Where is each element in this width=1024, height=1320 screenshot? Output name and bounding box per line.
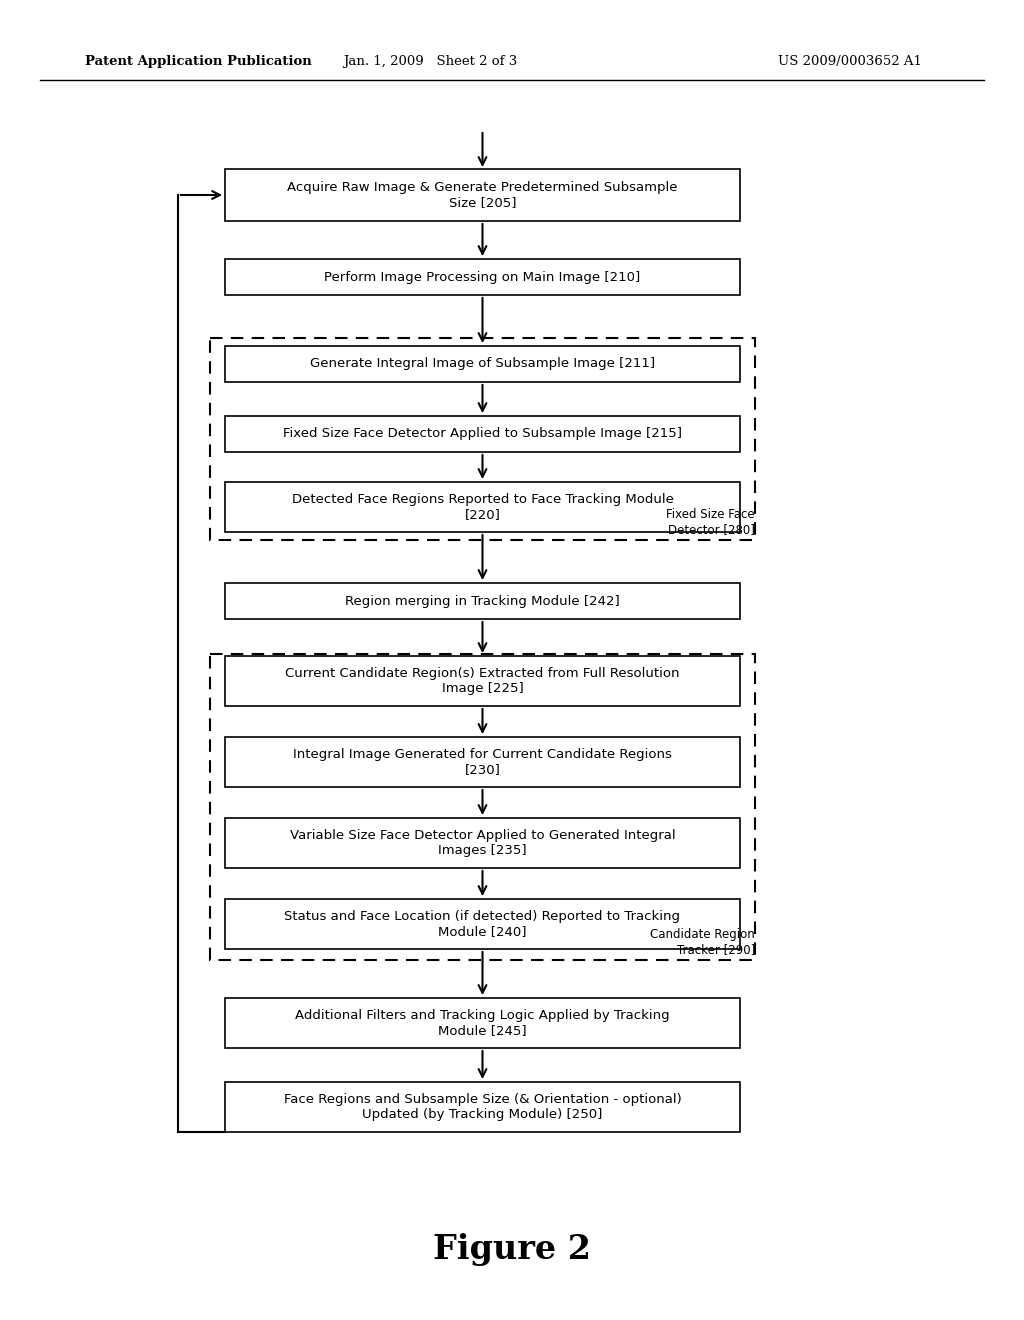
Bar	[225, 482, 740, 532]
Bar	[225, 346, 740, 381]
Text: Variable Size Face Detector Applied to Generated Integral
Images [235]: Variable Size Face Detector Applied to G…	[290, 829, 675, 857]
Bar	[225, 998, 740, 1048]
Text: Status and Face Location (if detected) Reported to Tracking
Module [240]: Status and Face Location (if detected) R…	[285, 909, 681, 939]
Bar	[225, 818, 740, 869]
Bar	[225, 737, 740, 787]
Bar	[225, 169, 740, 220]
Text: Fixed Size Face Detector Applied to Subsample Image [215]: Fixed Size Face Detector Applied to Subs…	[283, 428, 682, 441]
Text: Additional Filters and Tracking Logic Applied by Tracking
Module [245]: Additional Filters and Tracking Logic Ap…	[295, 1008, 670, 1038]
Bar	[225, 899, 740, 949]
Bar	[225, 259, 740, 294]
Text: Perform Image Processing on Main Image [210]: Perform Image Processing on Main Image […	[325, 271, 641, 284]
Bar	[225, 583, 740, 619]
Bar	[210, 653, 755, 960]
Text: Detected Face Regions Reported to Face Tracking Module
[220]: Detected Face Regions Reported to Face T…	[292, 492, 674, 521]
Bar	[225, 1082, 740, 1133]
Text: Jan. 1, 2009   Sheet 2 of 3: Jan. 1, 2009 Sheet 2 of 3	[343, 55, 517, 69]
Text: Generate Integral Image of Subsample Image [211]: Generate Integral Image of Subsample Ima…	[310, 358, 655, 371]
Bar	[225, 656, 740, 706]
Text: Fixed Size Face
Detector [280]: Fixed Size Face Detector [280]	[667, 508, 755, 536]
Text: US 2009/0003652 A1: US 2009/0003652 A1	[778, 55, 922, 69]
Text: Patent Application Publication: Patent Application Publication	[85, 55, 311, 69]
Text: Candidate Region
Tracker [290]: Candidate Region Tracker [290]	[650, 928, 755, 956]
Text: Region merging in Tracking Module [242]: Region merging in Tracking Module [242]	[345, 594, 620, 607]
Text: Integral Image Generated for Current Candidate Regions
[230]: Integral Image Generated for Current Can…	[293, 748, 672, 776]
Text: Face Regions and Subsample Size (& Orientation - optional)
Updated (by Tracking : Face Regions and Subsample Size (& Orien…	[284, 1093, 681, 1121]
Bar	[210, 338, 755, 540]
Text: Current Candidate Region(s) Extracted from Full Resolution
Image [225]: Current Candidate Region(s) Extracted fr…	[286, 667, 680, 696]
Text: Figure 2: Figure 2	[433, 1233, 591, 1266]
Bar	[225, 416, 740, 451]
Text: Acquire Raw Image & Generate Predetermined Subsample
Size [205]: Acquire Raw Image & Generate Predetermin…	[288, 181, 678, 209]
